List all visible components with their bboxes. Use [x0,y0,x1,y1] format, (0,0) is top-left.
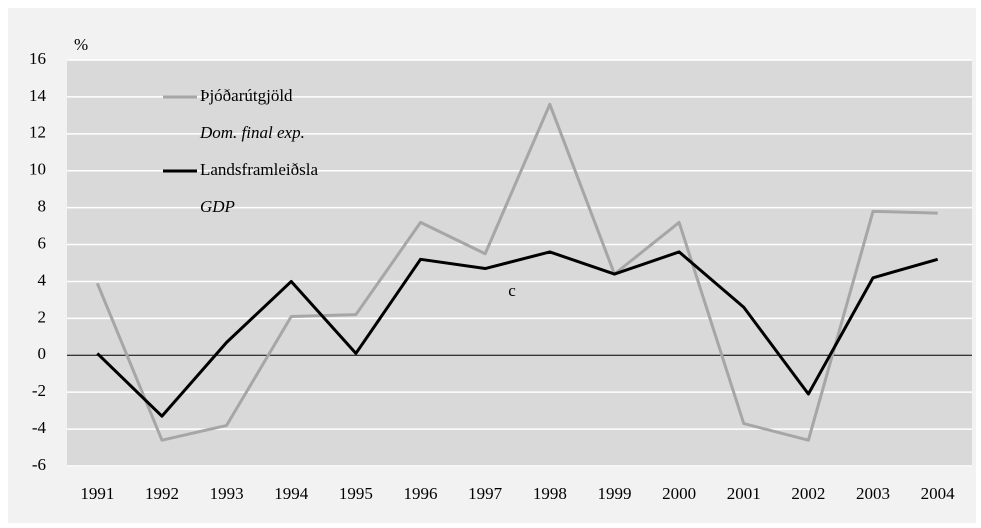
y-tick-label: 0 [38,344,47,363]
annotation: c [508,281,516,300]
y-tick-label: 12 [29,123,46,142]
x-tick-label: 1997 [468,484,503,503]
x-tick-label: 2002 [791,484,825,503]
x-tick-label: 2004 [921,484,956,503]
x-tick-label: 1991 [80,484,114,503]
y-tick-label: 10 [29,160,46,179]
y-axis-label: % [74,35,88,54]
x-tick-label: 2003 [856,484,890,503]
legend-label-en: Dom. final exp. [199,123,305,142]
y-tick-label: 16 [29,49,46,68]
series-line [96,250,939,418]
y-tick-label: -2 [32,381,46,400]
legend-label: Landsframleiðsla [200,160,318,179]
x-tick-label: 1992 [145,484,179,503]
y-tick-label: 14 [29,86,47,105]
plot-area [67,60,972,467]
x-tick-label: 2000 [662,484,696,503]
legend-label: Þjóðarútgjöld [200,86,293,105]
x-tick-label: 1998 [533,484,567,503]
y-tick-label: 4 [38,270,47,289]
y-tick-label: 6 [38,233,47,252]
y-tick-label: 2 [38,307,47,326]
x-tick-label: 1994 [274,484,309,503]
y-tick-label: -6 [32,455,46,474]
y-tick-label: 8 [38,197,47,216]
series-line [95,102,938,442]
x-tick-label: 1995 [339,484,373,503]
x-tick-label: 1993 [210,484,244,503]
legend-label-en: GDP [200,197,235,216]
x-tick-label: 2001 [727,484,761,503]
y-tick-label: -4 [32,418,47,437]
x-tick-label: 1999 [597,484,631,503]
x-tick-label: 1996 [404,484,438,503]
